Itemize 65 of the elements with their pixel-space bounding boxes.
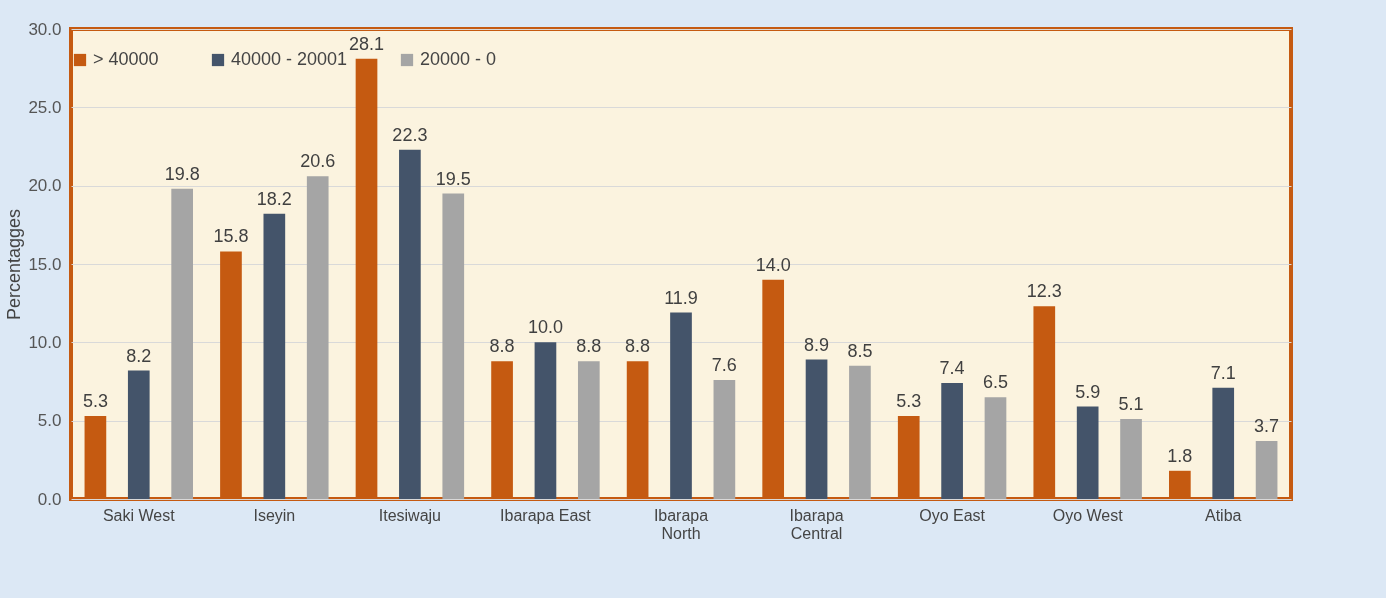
data-label: 7.4 [939, 358, 965, 379]
data-label: 8.8 [625, 336, 651, 357]
bar [306, 176, 329, 499]
bar [1120, 419, 1142, 499]
bar [1076, 406, 1099, 499]
y-axis-title: Percentagges [4, 208, 25, 321]
data-label: 19.5 [435, 168, 471, 189]
data-label: 5.3 [82, 390, 108, 411]
bar [984, 397, 1007, 499]
bar [534, 342, 557, 499]
y-tick-label: 5.0 [37, 411, 62, 431]
data-label: 5.9 [1075, 381, 1101, 402]
data-label: 14.0 [755, 254, 791, 275]
bar [263, 213, 286, 499]
data-label: 22.3 [392, 124, 428, 145]
legend-label: > 40000 [93, 49, 159, 69]
bar [442, 193, 465, 499]
data-label: 3.7 [1254, 416, 1280, 437]
bar [805, 359, 828, 499]
bar [127, 370, 150, 499]
data-label: 8.8 [576, 336, 602, 357]
bar [171, 188, 193, 499]
data-label: 7.1 [1210, 362, 1236, 383]
x-tick-label: Oyo West [1052, 506, 1124, 524]
x-tick-label: Itesiwaju [378, 506, 442, 524]
data-label: 8.5 [847, 340, 873, 361]
bar [1212, 387, 1235, 499]
legend-label: 20000 - 0 [420, 49, 497, 69]
x-tick-label: Oyo East [919, 506, 986, 524]
bar [713, 379, 736, 499]
data-label: 11.9 [664, 287, 698, 308]
y-tick-label: 15.0 [28, 254, 62, 274]
bar [577, 361, 600, 499]
data-label: 10.0 [527, 317, 563, 338]
bar [670, 312, 692, 499]
x-tick-label: Ibarapa North [653, 506, 709, 542]
x-tick-label: Ibarapa East [500, 506, 592, 524]
y-tick-label: 20.0 [28, 176, 62, 196]
legend-label: 40000 - 20001 [231, 49, 348, 69]
data-label: 8.8 [489, 336, 515, 357]
y-tick-label: 10.0 [28, 332, 62, 352]
y-tick-label: 0.0 [37, 489, 62, 509]
data-label: 18.2 [256, 188, 292, 209]
data-label: 12.3 [1026, 281, 1062, 302]
data-label: 15.8 [213, 226, 249, 247]
bar [849, 365, 871, 499]
x-tick-label: Iseyin [253, 506, 296, 524]
x-tick-label: Ibarapa Central [789, 506, 844, 542]
data-label: 1.8 [1167, 445, 1193, 466]
data-label: 19.8 [164, 163, 200, 184]
y-tick-label: 30.0 [28, 19, 62, 39]
data-label: 5.1 [1118, 394, 1144, 415]
data-label: 8.2 [126, 345, 152, 366]
bar [1255, 441, 1278, 499]
x-tick-label: Saki West [102, 506, 176, 524]
data-label: 28.1 [348, 33, 385, 54]
data-label: 7.6 [711, 354, 737, 375]
x-tick-label: Atiba [1204, 506, 1242, 524]
y-tick-label: 25.0 [28, 97, 62, 117]
data-label: 8.9 [804, 334, 830, 355]
data-label: 6.5 [982, 372, 1008, 393]
data-label: 5.3 [896, 390, 922, 411]
bar [941, 383, 963, 499]
bar [399, 149, 421, 499]
data-label: 20.6 [300, 151, 336, 172]
